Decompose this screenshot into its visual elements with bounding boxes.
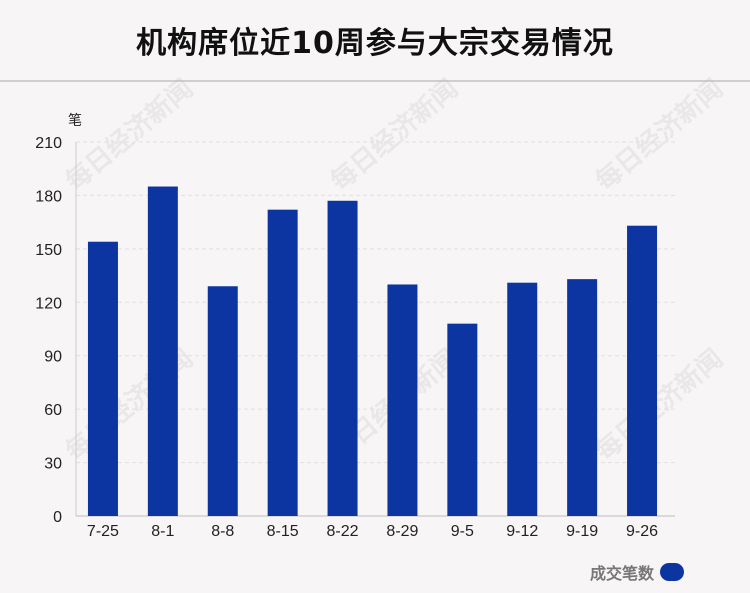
y-tick-label: 180 (35, 188, 62, 205)
chart-title: 机构席位近10周参与大宗交易情况 (136, 26, 614, 61)
legend-label: 成交笔数 (589, 564, 654, 583)
x-tick-label: 8-1 (151, 523, 174, 540)
y-tick-label: 210 (35, 135, 62, 152)
x-tick-label: 8-15 (267, 523, 299, 540)
bar (447, 323, 478, 516)
y-axis-label: 笔 (68, 113, 82, 129)
bar (327, 200, 358, 516)
y-tick-label: 0 (53, 509, 62, 526)
y-tick-label: 30 (44, 456, 62, 473)
x-tick-label: 9-12 (506, 523, 538, 540)
bar (207, 286, 238, 516)
bar (387, 284, 418, 516)
x-tick-label: 9-5 (451, 523, 474, 540)
y-tick-label: 60 (44, 402, 62, 419)
x-tick-label: 9-26 (626, 523, 658, 540)
x-tick-label: 8-29 (386, 523, 418, 540)
x-tick-label: 9-19 (566, 523, 598, 540)
bar (507, 282, 538, 516)
legend: 成交笔数 (590, 560, 684, 584)
x-tick-label: 7-25 (87, 523, 119, 540)
x-tick-label: 8-8 (211, 523, 234, 540)
bar (147, 186, 178, 516)
bar (87, 241, 118, 516)
y-tick-label: 90 (44, 349, 62, 366)
y-tick-label: 120 (35, 295, 62, 312)
y-tick-label: 150 (35, 242, 62, 259)
title-divider (0, 80, 750, 82)
legend-swatch (660, 563, 684, 581)
bar (627, 225, 658, 516)
bar (267, 209, 298, 516)
x-tick-label: 8-22 (327, 523, 359, 540)
bar (567, 279, 598, 516)
